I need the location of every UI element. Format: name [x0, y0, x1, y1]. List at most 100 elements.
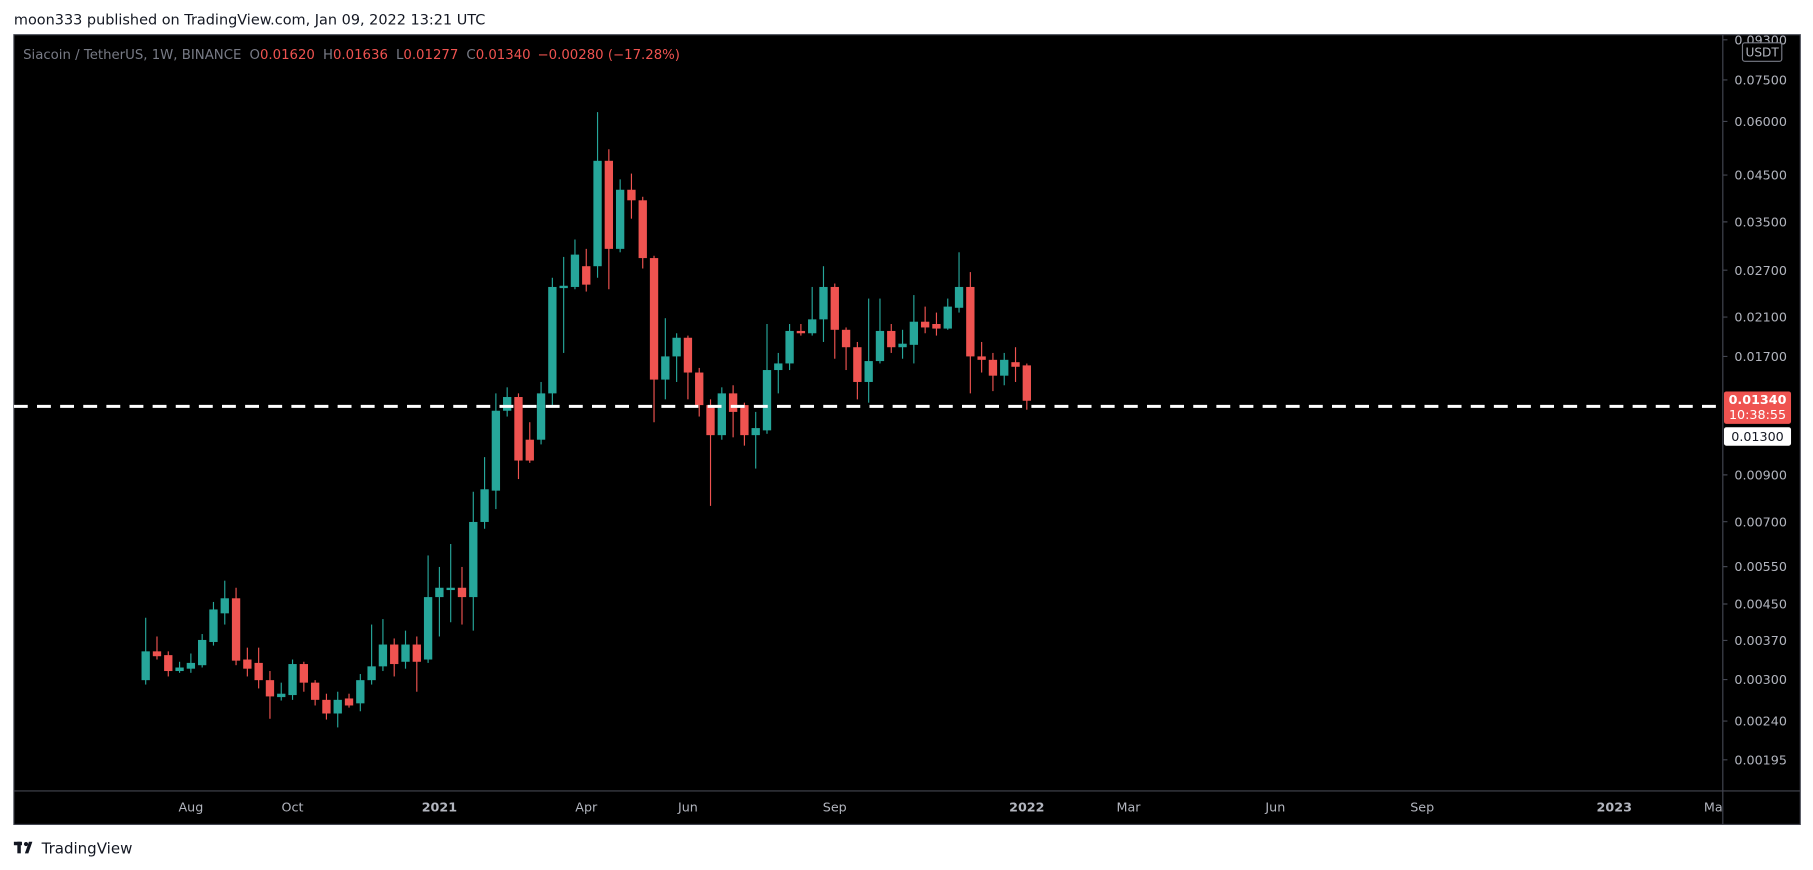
candle-body [1022, 365, 1031, 401]
candle-body [1000, 359, 1009, 376]
candle-body [265, 680, 275, 697]
candle-body [367, 666, 376, 681]
header: moon333 published on TradingView.com, Ja… [14, 12, 485, 28]
candle-body [875, 330, 885, 362]
candle-body [503, 397, 512, 411]
legend-value: 0.01340 [476, 48, 531, 63]
currency-box [1741, 42, 1783, 62]
y-tick-label: 0.00550 [1734, 559, 1787, 574]
candle-body [909, 321, 919, 345]
candle-body [288, 664, 297, 696]
candle-body [966, 286, 975, 357]
candle-body [977, 356, 986, 360]
candle-body [706, 405, 715, 436]
legend-key: H [323, 48, 333, 63]
candle-body [604, 160, 614, 249]
candle-body [423, 597, 433, 660]
legend-key: L [396, 48, 404, 63]
candle-body [435, 587, 444, 598]
y-tick-label: 0.00300 [1734, 672, 1787, 687]
candle-body [480, 489, 489, 522]
candle-body [536, 393, 546, 440]
y-tick-label: 0.00700 [1734, 514, 1787, 529]
candle-body [243, 659, 252, 669]
candle-body [830, 286, 839, 330]
candle-body [254, 662, 263, 681]
candle-body [310, 682, 320, 700]
candle-body [887, 330, 896, 348]
candle-body [740, 405, 749, 436]
candle-body [728, 393, 738, 412]
x-tick-label: Apr [575, 800, 598, 815]
candle-body [390, 644, 399, 665]
y-tick-label: 0.02700 [1734, 263, 1787, 278]
candle-body [198, 639, 207, 666]
candle-body [322, 699, 331, 714]
x-tick-label: Jun [1264, 800, 1285, 815]
candle-body [683, 337, 693, 373]
candle-body [796, 330, 806, 334]
candle-body [299, 664, 309, 683]
candle-body [401, 644, 410, 662]
candle-body [1011, 362, 1020, 367]
candle-body [525, 439, 534, 461]
candle-body [819, 286, 828, 320]
plot-area: Aug Oct 2021 Apr Jun Sep 2022 Mar Jun Sep 2023 Mar [13, 112, 1723, 815]
candle-body [344, 698, 354, 706]
currency-label: USDT [1745, 46, 1779, 60]
legend-key: O [249, 48, 259, 63]
candle-body [277, 693, 286, 698]
candle-body [378, 644, 388, 667]
candle-body [943, 306, 952, 329]
candle-body [175, 667, 184, 672]
horizontal-line-label-box [1723, 427, 1792, 446]
x-tick-label: Mar [1117, 800, 1142, 815]
candle-body [785, 330, 794, 364]
candle-body [333, 699, 342, 714]
y-tick-label: 0.00450 [1734, 597, 1787, 612]
x-tick-label: 2021 [422, 800, 457, 815]
candle-body [141, 651, 150, 681]
legend-value: 0.01636 [333, 48, 388, 63]
candle-body [988, 359, 998, 376]
candle-body [491, 410, 501, 491]
legend-change: −0.00280 (−17.28%) [538, 48, 680, 63]
candle-body [209, 609, 218, 642]
last-price-box [1723, 391, 1792, 424]
candle-body [164, 655, 173, 672]
last-price-label: 0.01340 [1729, 392, 1787, 407]
candle-body [152, 651, 162, 657]
y-tick-label: 0.00240 [1734, 714, 1787, 729]
candle-body [220, 598, 229, 614]
candle-body [932, 324, 941, 329]
chart-background [13, 34, 1801, 826]
candle-body [751, 428, 760, 436]
price-axis: 0.093000.075000.060000.045000.035000.027… [1722, 35, 1787, 767]
y-tick-label: 0.00195 [1734, 752, 1787, 767]
horizontal-line-label: 0.01300 [1731, 429, 1784, 444]
candle-body [649, 258, 659, 380]
x-tick-label: Aug [178, 800, 203, 815]
candle-body [762, 370, 772, 431]
candle-body [695, 372, 704, 406]
y-tick-label: 0.06000 [1734, 114, 1787, 129]
candle-body [898, 343, 907, 348]
y-tick-label: 0.02100 [1734, 310, 1787, 325]
y-tick-label: 0.03500 [1734, 215, 1787, 230]
candle-body [559, 285, 568, 289]
candle-body [412, 644, 421, 662]
candle-body [841, 329, 851, 348]
candle-body [808, 319, 817, 334]
candle-body [582, 266, 591, 285]
legend-symbol: Siacoin / TetherUS, 1W, BINANCE [23, 48, 241, 63]
candle-body [570, 254, 580, 287]
x-tick-label: Sep [823, 800, 847, 815]
candle-body [356, 680, 365, 704]
candle-body [627, 189, 636, 201]
x-tick-label: Jun [677, 800, 698, 815]
footer-logo [13, 841, 33, 854]
legend-value: 0.01620 [260, 48, 315, 63]
candle-body [853, 347, 862, 382]
legend-key: C [466, 48, 475, 63]
candle-body [672, 337, 681, 357]
